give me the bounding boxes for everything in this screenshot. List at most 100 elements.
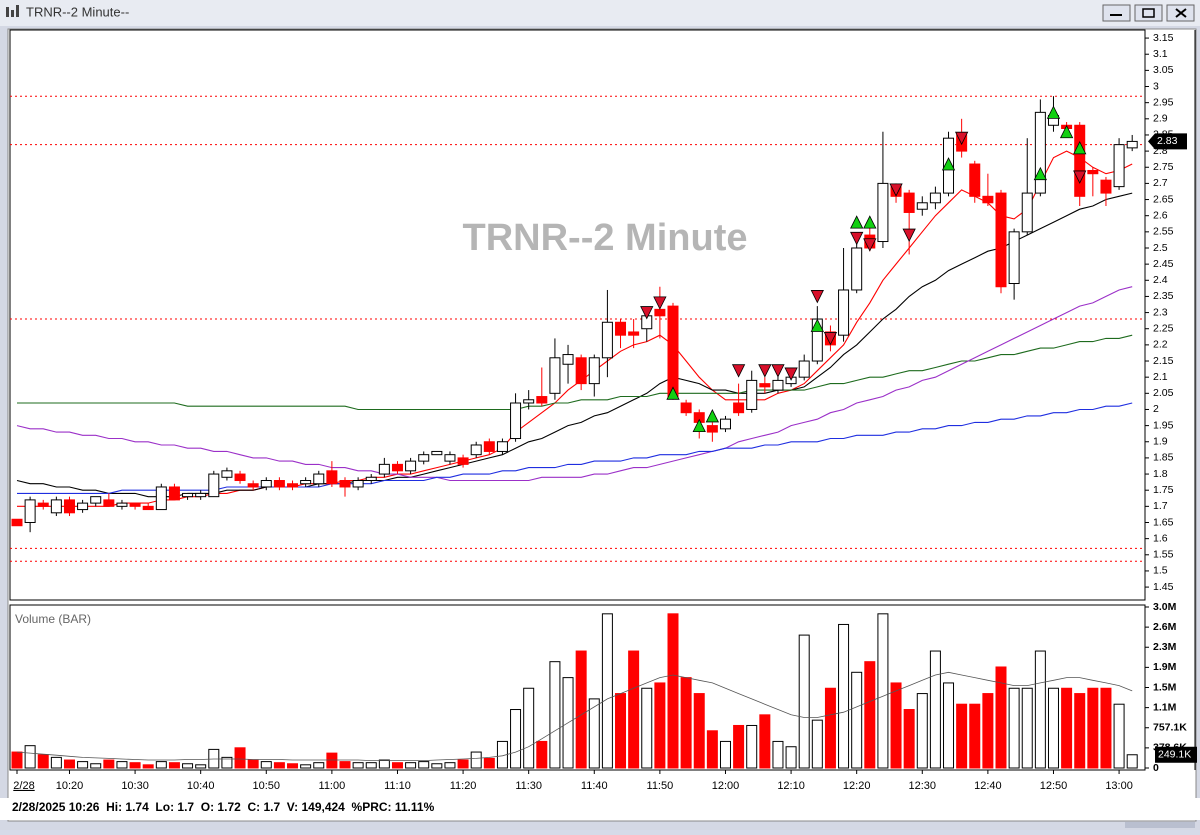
- volume-bar: [523, 687, 535, 769]
- candle-body: [969, 163, 981, 197]
- y-tick-label: 1.85: [1153, 452, 1174, 464]
- buy-signal: [863, 215, 877, 229]
- volume-bar: [300, 764, 312, 769]
- volume-bar: [969, 703, 981, 769]
- last-volume-marker: [1155, 746, 1197, 763]
- scroll-grip[interactable]: [1125, 822, 1195, 828]
- sell-signal: [889, 183, 903, 197]
- y-tick-label: 2.05: [1153, 387, 1174, 399]
- sell-signal: [850, 231, 864, 246]
- candle-body: [142, 505, 154, 511]
- volume-bar: [601, 613, 613, 769]
- candle-body: [483, 441, 495, 452]
- candle-body: [352, 480, 364, 488]
- candle-body: [103, 499, 115, 507]
- candle-body: [168, 486, 180, 501]
- candle-body: [1087, 169, 1099, 175]
- y-tick-label: 3.1: [1153, 48, 1168, 60]
- candle-body: [195, 492, 207, 498]
- y-tick-label: 1.8: [1153, 468, 1168, 480]
- window-buttons[interactable]: [1102, 4, 1195, 22]
- volume-bar: [995, 666, 1007, 769]
- candle-body: [470, 444, 482, 456]
- candle-body: [903, 192, 915, 213]
- volume-average: [16, 671, 1133, 761]
- maximize-button[interactable]: [1134, 4, 1163, 22]
- y-tick-label: 2.6: [1153, 209, 1168, 221]
- candle-body: [523, 399, 535, 404]
- candle-body: [300, 480, 312, 485]
- volume-bar: [890, 682, 902, 769]
- volume-bar: [864, 661, 876, 769]
- candle-body: [313, 473, 325, 485]
- y-tick-label: 3.05: [1153, 64, 1174, 76]
- candle-body: [1008, 231, 1020, 285]
- volume-bar: [719, 740, 731, 769]
- volume-bar: [575, 650, 587, 769]
- candle-body: [221, 470, 233, 478]
- sell-signal: [784, 367, 798, 381]
- volume-bar: [1061, 687, 1073, 769]
- candle-body: [772, 379, 784, 391]
- volume-bar: [247, 759, 259, 769]
- volume-bar: [168, 762, 180, 769]
- candle-body: [326, 470, 338, 485]
- y-tick-label: 2.3: [1153, 306, 1168, 318]
- volume-bar: [549, 661, 561, 769]
- y-tick-label: 2.4: [1153, 274, 1168, 286]
- candle-body: [588, 357, 600, 385]
- volume-title: Volume (BAR): [15, 612, 91, 626]
- candle-body: [628, 331, 640, 336]
- buy-signal: [810, 318, 824, 332]
- candle-body: [37, 502, 49, 507]
- y-tick-label: 757.1K: [1153, 722, 1187, 734]
- candle-body: [11, 518, 23, 527]
- candle-body: [247, 483, 259, 488]
- volume-bar: [142, 764, 154, 769]
- volume-bar: [50, 756, 62, 769]
- candle-body: [444, 454, 456, 462]
- candle-body: [982, 195, 994, 204]
- volume-bar: [510, 709, 522, 769]
- sell-signal: [810, 290, 824, 304]
- plot-layer: 3.153.13.0532.952.92.852.82.752.72.652.6…: [10, 32, 1197, 792]
- y-tick-label: 1.55: [1153, 549, 1174, 561]
- y-tick-label: 2.45: [1153, 258, 1174, 270]
- buy-signal: [1059, 124, 1074, 139]
- candle-body: [1113, 144, 1125, 188]
- candle-body: [601, 321, 613, 359]
- candle-body: [838, 289, 850, 336]
- volume-bar: [798, 634, 810, 769]
- candle-body: [116, 502, 128, 507]
- moving-average: [17, 402, 1133, 494]
- buy-signal: [1033, 166, 1048, 181]
- buy-signal: [1046, 105, 1061, 119]
- sell-signal: [823, 332, 838, 346]
- candle-body: [1100, 179, 1112, 194]
- sell-signal: [902, 228, 916, 242]
- buy-signal: [666, 386, 680, 400]
- sell-signal: [954, 131, 969, 146]
- y-tick-label: 2.5: [1153, 242, 1168, 254]
- candle-body: [365, 476, 377, 482]
- volume-bar: [365, 762, 377, 769]
- x-tick-label: 12:20: [843, 780, 871, 792]
- candle-body: [405, 460, 417, 472]
- volume-bar: [706, 730, 718, 769]
- last-price-marker: [1148, 133, 1187, 150]
- candle-body: [510, 402, 522, 440]
- volume-bar: [418, 761, 430, 769]
- sell-signal: [1073, 170, 1087, 184]
- candle-body: [77, 502, 89, 511]
- app-icon: [6, 5, 19, 17]
- moving-average: [16, 286, 1133, 482]
- candle-body: [759, 383, 771, 388]
- buy-signal: [941, 157, 956, 171]
- y-tick-label: 2.3M: [1153, 641, 1177, 653]
- title-bar: [0, 0, 1200, 26]
- sell-signal: [771, 364, 785, 378]
- y-tick-label: 1.5: [1153, 565, 1168, 577]
- minimize-button[interactable]: [1102, 4, 1131, 22]
